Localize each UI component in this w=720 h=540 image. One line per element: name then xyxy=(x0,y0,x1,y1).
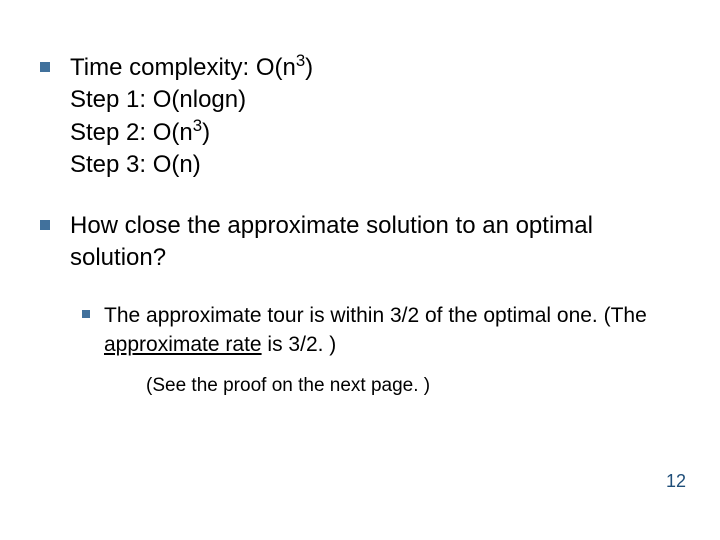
list-item: Time complexity: O(n3)Step 1: O(nlogn)St… xyxy=(40,52,680,182)
text-line: Time complexity: O(n3) xyxy=(70,52,313,84)
note-text: (See the proof on the next page. ) xyxy=(146,373,680,399)
text-segment: The approximate tour is within 3/2 of th… xyxy=(104,304,647,327)
bullet-icon xyxy=(40,220,50,230)
text-segment: approximate rate xyxy=(104,333,262,356)
list-item: How close the approximate solution to an… xyxy=(40,210,680,275)
list-item-text: How close the approximate solution to an… xyxy=(70,210,680,275)
text-segment: ) xyxy=(202,119,210,146)
text-line: Step 2: O(n3) xyxy=(70,117,313,149)
text-segment: Step 1: O(nlogn) xyxy=(70,86,246,113)
text-segment: Time complexity: O(n xyxy=(70,54,296,81)
text-segment: 3 xyxy=(296,51,305,70)
text-segment: How close the approximate solution to an… xyxy=(70,212,593,271)
text-line: Step 3: O(n) xyxy=(70,149,313,181)
text-segment: is 3/2. ) xyxy=(262,333,337,356)
text-segment: Step 2: O(n xyxy=(70,119,193,146)
sub-list-item-text: The approximate tour is within 3/2 of th… xyxy=(104,302,680,359)
text-segment: ) xyxy=(305,54,313,81)
text-segment: Step 3: O(n) xyxy=(70,151,201,178)
bullet-icon xyxy=(40,62,50,72)
bullet-icon xyxy=(82,310,90,318)
page-number: 12 xyxy=(666,471,686,492)
text-line: How close the approximate solution to an… xyxy=(70,210,680,275)
text-line: Step 1: O(nlogn) xyxy=(70,84,313,116)
sub-list-item: The approximate tour is within 3/2 of th… xyxy=(82,302,680,359)
list-item-text: Time complexity: O(n3)Step 1: O(nlogn)St… xyxy=(70,52,313,182)
text-segment: 3 xyxy=(193,116,202,135)
